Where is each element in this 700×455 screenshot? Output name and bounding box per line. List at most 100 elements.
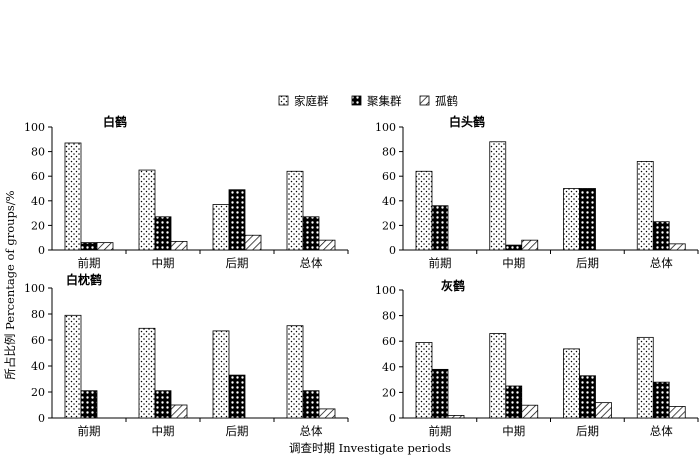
x-tick-label: 中期 (152, 256, 175, 270)
y-tick-label: 40 (382, 195, 396, 208)
bar-solitary (521, 404, 539, 419)
x-tick-label: 前期 (429, 256, 452, 270)
y-tick-label: 80 (382, 310, 396, 323)
bar-aggregation (652, 221, 670, 251)
bar-family (636, 336, 654, 419)
bar-family (138, 169, 156, 251)
bar-solitary (668, 243, 686, 251)
bar-aggregation (579, 375, 596, 419)
y-tick-label: 60 (31, 170, 45, 183)
legend-swatch-hatch (419, 95, 430, 106)
y-axis-label: 所占比例 Percentage of groups/% (3, 190, 17, 379)
bar-family (64, 142, 82, 251)
y-tick-label: 20 (382, 219, 396, 232)
y-tick-label: 60 (382, 170, 396, 183)
legend-swatch-cross (351, 95, 362, 106)
y-tick-label: 0 (389, 244, 396, 257)
bar-solitary (447, 415, 465, 419)
bar-solitary (595, 402, 612, 419)
x-tick-label: 前期 (78, 424, 101, 438)
bar-family (286, 170, 304, 251)
bar-family (415, 342, 433, 419)
y-tick-label: 60 (382, 335, 396, 348)
x-tick-label: 中期 (502, 424, 525, 438)
bar-aggregation (80, 390, 98, 419)
legend-label: 家庭群 (294, 94, 329, 108)
bar-aggregation (505, 385, 523, 419)
x-tick-label: 总体 (650, 424, 673, 438)
x-tick-label: 后期 (576, 256, 599, 270)
legend-item-family: 家庭群 (278, 94, 329, 108)
y-tick-label: 0 (389, 412, 396, 425)
x-tick-label: 后期 (226, 424, 249, 438)
x-tick-label: 前期 (78, 256, 101, 270)
x-tick-label: 中期 (502, 256, 525, 270)
bar-aggregation (80, 242, 98, 251)
bar-solitary (318, 408, 336, 419)
panel-title: 白枕鹤 (66, 272, 102, 287)
bar-aggregation (431, 368, 449, 419)
y-tick-label: 40 (31, 195, 45, 208)
y-tick-label: 40 (31, 360, 45, 373)
x-tick-label: 总体 (650, 256, 673, 270)
y-tick-label: 40 (382, 361, 396, 374)
bar-aggregation (228, 374, 246, 419)
y-tick-label: 20 (382, 386, 396, 399)
bar-family (489, 333, 507, 419)
bar-solitary (244, 234, 262, 251)
bar-aggregation (652, 381, 670, 419)
bar-solitary (170, 240, 188, 251)
bar-aggregation (154, 390, 172, 419)
legend-label: 孤鹤 (435, 94, 458, 108)
bar-aggregation (431, 205, 449, 251)
y-tick-label: 80 (31, 308, 45, 321)
y-tick-label: 80 (382, 146, 396, 159)
y-tick-label: 100 (24, 121, 45, 134)
y-tick-label: 100 (375, 284, 396, 297)
bar-family (563, 348, 580, 419)
chart-panels: 020406080100 白鹤前期 中期 后期 总体020406080100 白头鹤前期中… (24, 114, 699, 438)
bar-solitary (668, 406, 686, 419)
x-tick-label: 总体 (300, 256, 323, 270)
y-tick-label: 20 (31, 219, 45, 232)
bar-family (636, 161, 654, 251)
panel-title: 白鹤 (103, 114, 127, 129)
bar-solitary (170, 404, 188, 419)
bar-family (489, 141, 507, 251)
bar-family (212, 330, 230, 419)
x-tick-label: 后期 (576, 424, 599, 438)
bar-aggregation (228, 189, 246, 251)
y-tick-label: 60 (31, 334, 45, 347)
legend: 家庭群 聚集群 孤鹤 (278, 94, 458, 108)
bar-solitary (318, 239, 336, 251)
legend-item-aggregation: 聚集群 (351, 94, 402, 108)
y-tick-label: 0 (38, 412, 45, 425)
bar-family (212, 204, 230, 251)
panel-title: 灰鹤 (441, 278, 465, 293)
legend-swatch-dots (278, 95, 289, 106)
panel-title: 白头鹤 (449, 114, 485, 129)
bar-aggregation (505, 244, 523, 251)
bar-family (286, 325, 304, 419)
x-tick-label: 总体 (300, 424, 323, 438)
bar-aggregation (302, 390, 320, 419)
x-axis-label: 调查时期 Investigate periods (289, 441, 451, 455)
bar-solitary (96, 242, 114, 251)
y-tick-label: 100 (24, 282, 45, 295)
x-tick-label: 前期 (429, 424, 452, 438)
bar-solitary (521, 239, 539, 251)
bar-family (563, 188, 580, 251)
y-tick-label: 20 (31, 386, 45, 399)
x-tick-label: 中期 (152, 424, 175, 438)
bar-family (138, 327, 156, 419)
x-tick-label: 后期 (226, 256, 249, 270)
bar-family (415, 170, 433, 251)
bar-aggregation (154, 216, 172, 251)
y-tick-label: 0 (38, 244, 45, 257)
y-tick-label: 80 (31, 146, 45, 159)
